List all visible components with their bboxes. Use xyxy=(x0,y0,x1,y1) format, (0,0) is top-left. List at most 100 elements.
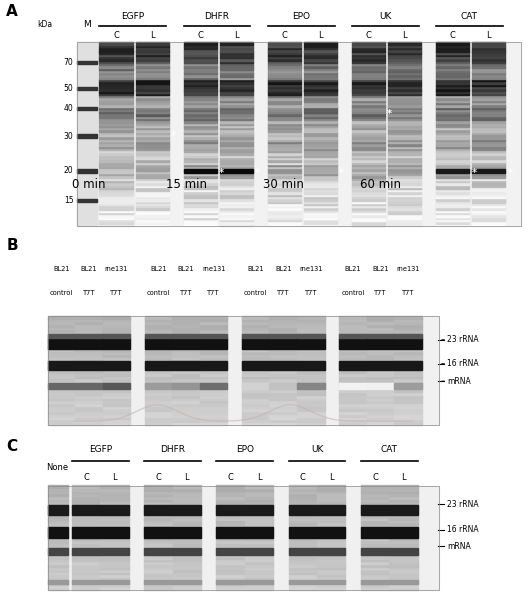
Bar xyxy=(135,72,169,75)
Text: L: L xyxy=(486,31,491,40)
Bar xyxy=(220,185,253,187)
Bar xyxy=(184,63,217,65)
Bar xyxy=(304,122,337,125)
Bar xyxy=(145,360,172,370)
Bar xyxy=(172,414,200,417)
Bar xyxy=(268,81,301,84)
Bar xyxy=(200,329,227,332)
Bar xyxy=(75,411,103,414)
Bar xyxy=(472,173,505,175)
Bar xyxy=(99,127,133,130)
Bar xyxy=(184,214,217,217)
Bar xyxy=(72,517,101,519)
Bar xyxy=(304,115,337,118)
Bar xyxy=(317,548,345,555)
Bar xyxy=(436,118,469,120)
Bar xyxy=(75,348,103,351)
Bar xyxy=(288,540,317,543)
Bar xyxy=(172,367,200,370)
Bar xyxy=(297,360,324,370)
Bar xyxy=(339,414,367,417)
Bar xyxy=(388,54,421,56)
Bar xyxy=(77,42,521,226)
Bar xyxy=(75,340,103,343)
Bar xyxy=(242,417,269,419)
Bar xyxy=(101,566,129,569)
Bar xyxy=(394,414,422,417)
Bar xyxy=(352,76,385,79)
Bar xyxy=(216,558,245,562)
Text: 16 rRNA: 16 rRNA xyxy=(447,359,479,368)
Bar xyxy=(48,558,68,562)
Bar xyxy=(135,86,169,88)
Bar xyxy=(99,88,133,90)
Bar xyxy=(269,395,297,398)
Bar xyxy=(352,115,385,118)
Bar xyxy=(268,130,301,132)
Bar xyxy=(339,411,367,414)
Bar xyxy=(352,143,385,145)
Bar xyxy=(242,318,269,321)
Bar xyxy=(268,76,301,79)
Bar xyxy=(99,136,133,139)
Bar xyxy=(436,196,469,199)
Bar xyxy=(269,411,297,414)
Text: L: L xyxy=(112,473,117,482)
Bar xyxy=(145,365,172,368)
Bar xyxy=(184,113,217,115)
Bar xyxy=(268,161,301,164)
Bar xyxy=(99,152,133,155)
Bar xyxy=(339,383,367,389)
Bar xyxy=(242,316,269,318)
Bar xyxy=(297,395,324,398)
Bar xyxy=(367,414,394,417)
Bar xyxy=(184,216,217,219)
Bar xyxy=(288,546,317,548)
Bar xyxy=(339,340,367,343)
Bar xyxy=(361,514,389,517)
Bar xyxy=(216,522,245,525)
Bar xyxy=(339,419,367,422)
Bar xyxy=(288,535,317,538)
Bar xyxy=(297,324,324,327)
Bar xyxy=(269,419,297,422)
Bar xyxy=(75,327,103,329)
Bar xyxy=(135,58,169,60)
Bar xyxy=(436,58,469,60)
Bar xyxy=(317,577,345,580)
Bar xyxy=(99,169,133,171)
Bar xyxy=(135,164,169,166)
Bar xyxy=(388,196,421,199)
Bar xyxy=(245,582,273,585)
Bar xyxy=(184,185,217,187)
Bar xyxy=(184,207,217,210)
Bar xyxy=(75,359,103,362)
Bar xyxy=(184,75,217,77)
Bar xyxy=(103,387,130,389)
Bar xyxy=(145,335,172,338)
Bar xyxy=(99,113,133,115)
Bar xyxy=(352,122,385,125)
Bar xyxy=(394,318,422,321)
Bar xyxy=(216,564,245,566)
Bar xyxy=(394,367,422,370)
Bar xyxy=(339,367,367,370)
Bar xyxy=(135,191,169,194)
Bar xyxy=(297,334,324,338)
Text: C: C xyxy=(450,31,455,40)
Bar xyxy=(389,574,418,577)
Bar xyxy=(472,65,505,68)
Bar xyxy=(352,72,385,75)
Bar xyxy=(99,76,133,79)
Bar xyxy=(339,324,367,327)
Bar xyxy=(242,337,269,340)
Bar xyxy=(144,488,172,491)
Bar xyxy=(172,357,200,359)
Bar xyxy=(297,387,324,389)
Bar xyxy=(145,383,172,389)
Bar xyxy=(304,51,337,54)
Bar xyxy=(268,212,301,214)
Bar xyxy=(72,540,101,543)
Bar xyxy=(472,86,505,88)
Bar xyxy=(135,212,169,214)
